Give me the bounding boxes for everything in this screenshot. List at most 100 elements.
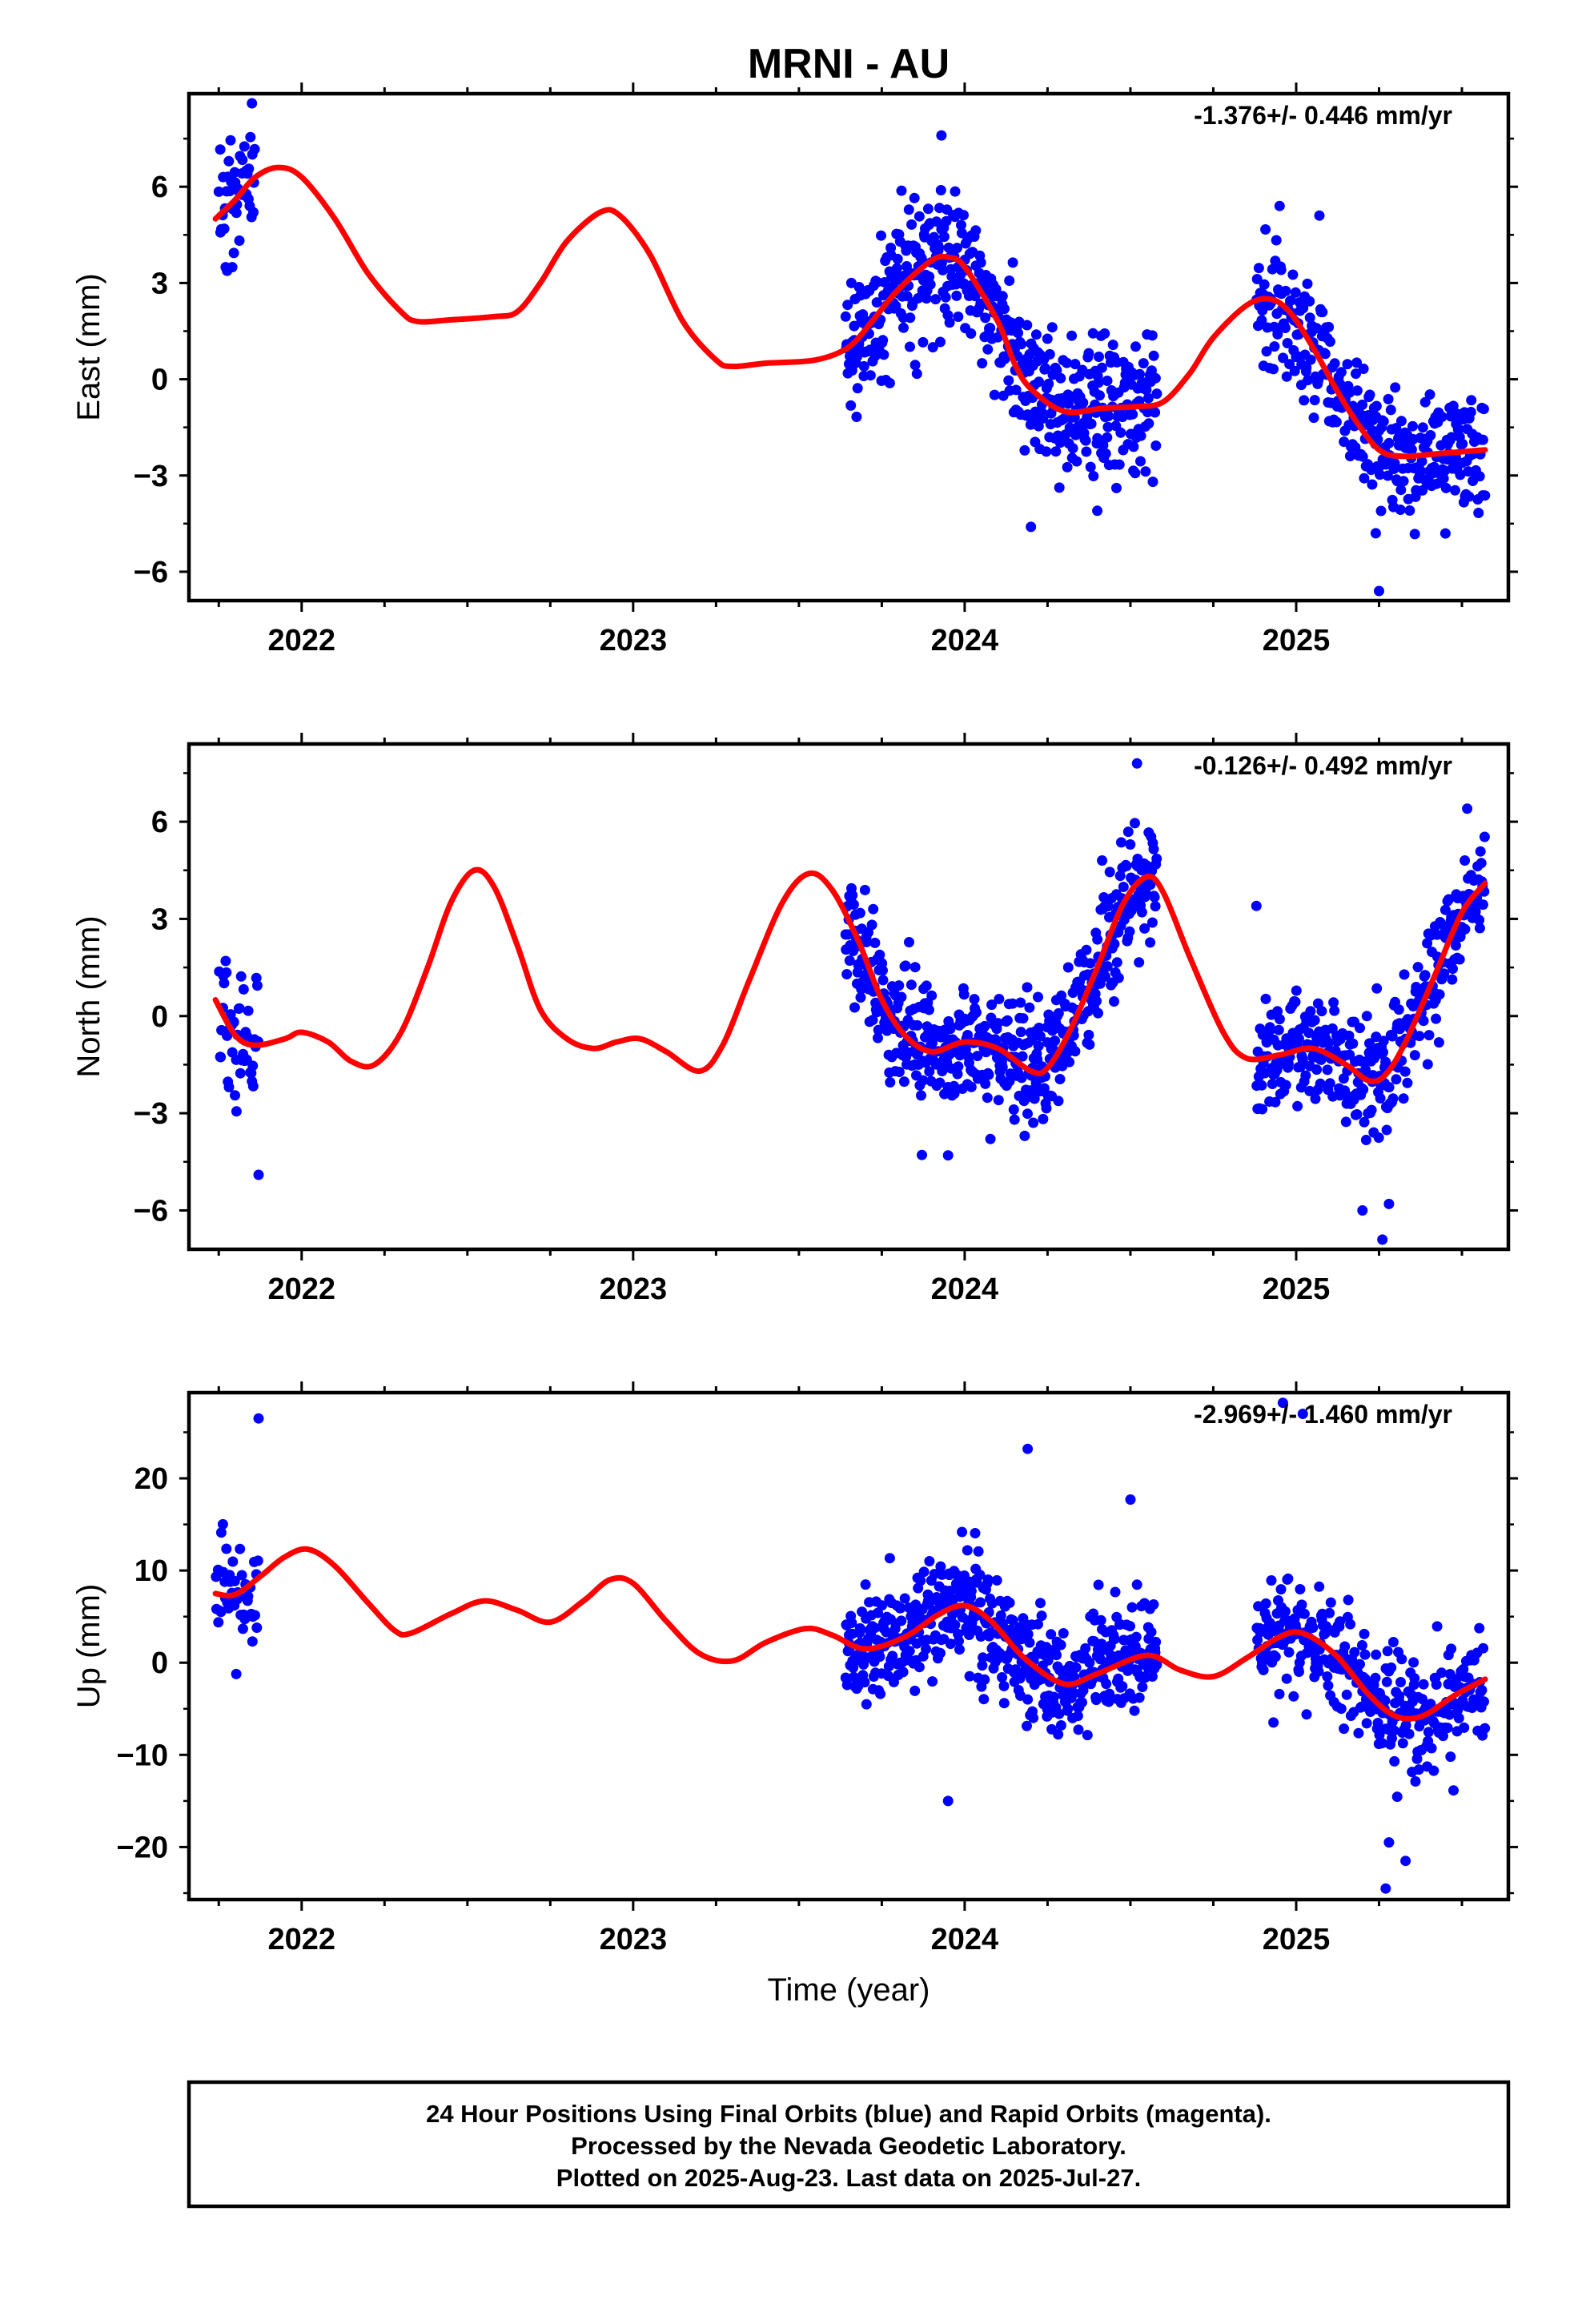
east-data-point	[852, 383, 863, 394]
east-data-point	[213, 186, 224, 197]
panels-group: −6 −3 0 3 6 2022 2023 2024 2025 East (mm) -1.376+/…	[71, 82, 1518, 1956]
east-data-point	[1398, 476, 1409, 487]
up-data-point	[896, 1615, 907, 1626]
north-data-point	[874, 949, 885, 960]
up-data-point	[964, 1671, 975, 1682]
east-data-point	[1062, 357, 1072, 368]
north-data-point	[916, 1090, 926, 1101]
north-data-point	[1329, 1005, 1340, 1016]
north-data-point	[1038, 1113, 1049, 1124]
east-data-point	[1390, 382, 1401, 393]
east-frame	[187, 91, 1511, 603]
north-data-point	[1022, 982, 1033, 993]
up-data-point	[1054, 1708, 1065, 1719]
up-data-point	[945, 1638, 956, 1650]
east-data-point	[1092, 432, 1103, 444]
up-data-point	[1478, 1642, 1489, 1654]
up-y-tick-label: −20	[117, 1831, 168, 1864]
north-data-point	[847, 890, 858, 901]
east-data-point	[1409, 529, 1420, 540]
up-data-point	[1004, 1597, 1015, 1608]
north-data-point	[1305, 1006, 1316, 1017]
up-data-point	[1431, 1621, 1443, 1632]
north-data-point	[1447, 963, 1458, 975]
east-data-point	[1044, 348, 1055, 360]
north-panel: −6 −3 0 3 6 2022 2023 2024 2025 North (mm) -0.126+…	[71, 733, 1518, 1306]
east-x-tick-label: 2025	[1263, 624, 1331, 657]
north-data-point	[220, 955, 231, 967]
east-data-point	[1382, 470, 1393, 481]
north-data-point	[1053, 1096, 1064, 1107]
east-data-point	[878, 349, 889, 360]
up-data-point	[1474, 1622, 1485, 1634]
east-data-point	[1070, 429, 1081, 440]
up-data-point	[1109, 1634, 1120, 1645]
up-data-point	[1151, 1659, 1162, 1671]
up-data-point	[1426, 1743, 1437, 1754]
up-data-point	[237, 1623, 248, 1634]
east-data-point	[1256, 315, 1267, 326]
up-data-point	[887, 1651, 898, 1662]
north-data-point	[1323, 1037, 1334, 1048]
up-data-point	[1377, 1738, 1387, 1749]
north-data-point	[215, 1051, 227, 1063]
north-data-point	[1439, 904, 1451, 915]
east-data-point	[975, 257, 986, 268]
east-data-point	[941, 215, 952, 227]
north-data-point	[893, 1067, 905, 1077]
up-data-point	[1104, 1688, 1115, 1699]
east-data-point	[1114, 459, 1125, 470]
east-data-point	[1150, 407, 1161, 418]
east-data-point	[1093, 377, 1104, 388]
north-data-point	[1414, 1031, 1425, 1042]
east-data-point	[1054, 482, 1065, 493]
up-outlier-point	[1400, 1856, 1411, 1867]
up-data-point	[1260, 1598, 1271, 1609]
east-data-point	[1309, 395, 1320, 406]
east-data-point	[903, 204, 914, 215]
east-data-point	[1416, 456, 1427, 467]
up-data-point	[1274, 1688, 1285, 1699]
north-data-point	[1330, 1045, 1341, 1056]
east-data-point	[1281, 371, 1292, 382]
north-data-point	[247, 1080, 259, 1092]
north-data-point	[1033, 1040, 1044, 1051]
north-data-point	[985, 1133, 996, 1144]
east-data-point	[1404, 505, 1415, 516]
east-data-point	[1473, 508, 1484, 518]
north-outlier-point	[1131, 758, 1142, 769]
up-outlier-point	[1383, 1837, 1395, 1848]
up-data-point	[915, 1575, 926, 1586]
footer-box: 24 Hour Positions Using Final Orbits (bl…	[187, 2080, 1511, 2209]
east-model-curve	[212, 164, 1488, 460]
up-data-point	[236, 1570, 247, 1581]
up-y-tick-label: 20	[135, 1462, 168, 1496]
east-data-point	[1455, 469, 1466, 480]
north-data-point	[1460, 855, 1471, 866]
north-data-point	[1085, 958, 1096, 969]
east-data-point	[1275, 264, 1287, 275]
east-data-point	[1285, 295, 1296, 306]
up-data-point	[1395, 1677, 1406, 1687]
east-data-point	[885, 243, 897, 253]
up-data-point	[935, 1561, 946, 1572]
east-data-point	[1453, 424, 1464, 435]
up-data-point	[1356, 1640, 1367, 1651]
east-data-point	[1135, 430, 1146, 441]
up-data-point	[1137, 1682, 1148, 1692]
north-data-point	[877, 965, 888, 976]
up-data-point	[1343, 1594, 1354, 1606]
east-data-point	[1269, 341, 1280, 352]
north-data-point	[1024, 1002, 1035, 1013]
east-data-point	[1268, 364, 1279, 375]
north-data-point	[1113, 972, 1124, 983]
up-data-point	[1361, 1718, 1372, 1729]
east-data-point	[1078, 397, 1089, 408]
up-data-point	[1391, 1791, 1403, 1803]
north-data-point	[1109, 939, 1120, 950]
east-data-point	[940, 292, 951, 303]
east-data-point	[876, 230, 886, 241]
east-data-point	[1081, 446, 1092, 457]
east-data-point	[977, 358, 988, 369]
north-data-point	[243, 1005, 254, 1016]
